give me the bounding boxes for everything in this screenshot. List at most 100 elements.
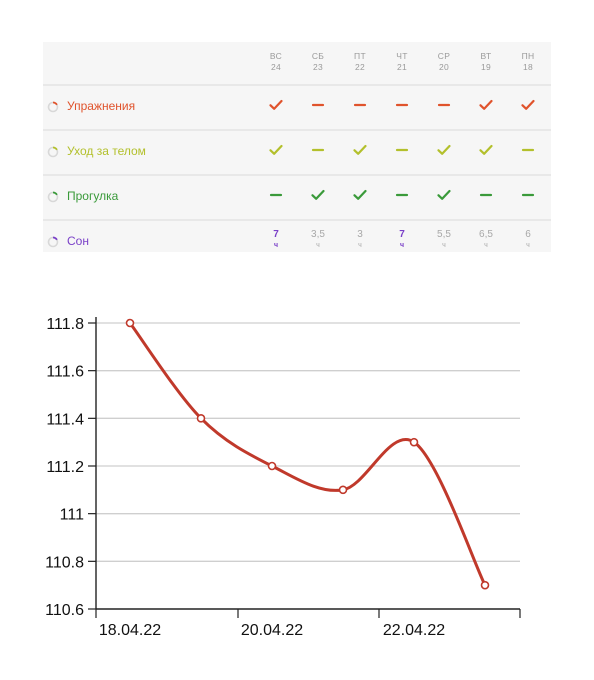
data-point <box>267 461 277 471</box>
habit-name: Упражнения <box>67 99 136 113</box>
y-tick-label: 111.6 <box>46 364 84 381</box>
sleep-hours-unit: ч <box>399 242 405 249</box>
day-of-week: ВС <box>269 51 283 61</box>
day-date: 19 <box>480 62 492 72</box>
dash-icon <box>269 193 283 197</box>
habit-day-cell[interactable] <box>256 144 296 164</box>
sleep-hours-unit: ч <box>526 242 530 249</box>
progress-ring-icon <box>47 191 59 203</box>
check-icon <box>269 99 283 110</box>
habit-day-cell[interactable] <box>382 99 422 119</box>
data-point <box>480 580 490 590</box>
row-divider <box>43 129 551 131</box>
habit-day-cell[interactable] <box>340 189 380 209</box>
habit-row-sleep[interactable]: Сон 7 ч 3,5 ч 3 ч 7 ч 5,5 ч 6,5 ч 6 ч <box>43 221 551 252</box>
day-column-header: СБ 23 <box>298 51 338 73</box>
habit-day-cell[interactable] <box>256 189 296 209</box>
x-tick-label: 18.04.22 <box>99 622 161 639</box>
day-date: 18 <box>522 62 534 72</box>
habit-day-cell[interactable] <box>256 99 296 119</box>
row-divider <box>43 174 551 176</box>
sleep-hours-unit: ч <box>358 242 362 249</box>
data-point <box>125 318 135 328</box>
day-date: 24 <box>270 62 282 72</box>
sleep-hours-value: 5,5 <box>437 229 451 240</box>
habit-day-cell[interactable] <box>340 144 380 164</box>
series-line <box>128 322 487 586</box>
sleep-hours-value: 3 <box>357 229 363 240</box>
y-tick-label: 111.2 <box>46 459 84 476</box>
y-tick-label: 111.8 <box>46 316 84 333</box>
habit-day-cell[interactable] <box>298 144 338 164</box>
progress-ring-icon <box>47 236 59 248</box>
check-icon <box>521 99 535 110</box>
progress-ring-icon <box>47 190 59 203</box>
habit-day-cell[interactable] <box>382 144 422 164</box>
check-icon <box>353 144 367 155</box>
day-of-week: СБ <box>311 51 325 61</box>
sleep-hours-value: 7 <box>399 229 405 240</box>
habit-day-cell[interactable] <box>298 99 338 119</box>
day-column-header: ПН 18 <box>508 51 548 73</box>
dash-icon <box>395 148 409 152</box>
data-point <box>409 437 419 447</box>
sleep-hours-value: 6 <box>525 229 531 240</box>
day-column-header: ПТ 22 <box>340 51 380 73</box>
sleep-hours-unit: ч <box>316 242 320 249</box>
day-of-week: ПТ <box>354 51 366 61</box>
habit-day-cell[interactable] <box>466 99 506 119</box>
habit-day-cell[interactable] <box>466 144 506 164</box>
sleep-hours-value: 7 <box>273 229 279 240</box>
dash-icon <box>395 103 409 107</box>
row-divider <box>43 219 551 221</box>
progress-ring-icon <box>47 100 59 113</box>
day-date: 23 <box>312 62 324 72</box>
dash-icon <box>311 148 325 152</box>
habit-day-cell[interactable] <box>298 189 338 209</box>
habit-row[interactable]: Прогулка <box>43 176 551 219</box>
y-tick-label: 110.6 <box>45 602 84 619</box>
habit-day-cell[interactable] <box>508 189 548 209</box>
weight-line-chart: 110.6 110.8 111 111.2 111.4 111.6 111.8 18.04.2… <box>45 316 521 639</box>
habit-row[interactable]: Упражнения <box>43 86 551 129</box>
day-of-week: ВТ <box>480 51 492 61</box>
check-icon <box>311 189 325 200</box>
habit-name: Сон <box>67 234 89 248</box>
habit-day-cell[interactable] <box>508 99 548 119</box>
check-icon <box>437 189 451 200</box>
dash-icon <box>479 193 493 197</box>
sleep-hours-cell[interactable]: 5,5 ч <box>424 229 464 250</box>
progress-ring-icon <box>47 235 59 248</box>
dash-icon <box>521 193 535 197</box>
habit-day-cell[interactable] <box>424 144 464 164</box>
y-tick-label: 111 <box>60 507 84 524</box>
check-icon <box>269 144 283 155</box>
habit-day-cell[interactable] <box>424 99 464 119</box>
dash-icon <box>311 103 325 107</box>
day-of-week: ЧТ <box>396 51 408 61</box>
day-date: 21 <box>396 62 408 72</box>
habit-day-cell[interactable] <box>508 144 548 164</box>
sleep-hours-unit: ч <box>273 242 279 249</box>
x-tick-label: 22.04.22 <box>383 622 445 639</box>
habit-day-cell[interactable] <box>382 189 422 209</box>
sleep-hours-cell[interactable]: 3,5 ч <box>298 229 338 250</box>
check-icon <box>437 144 451 155</box>
row-divider <box>43 84 551 86</box>
habit-day-cell[interactable] <box>340 99 380 119</box>
check-icon <box>479 99 493 110</box>
sleep-hours-unit: ч <box>484 242 488 249</box>
habit-name: Прогулка <box>67 189 119 203</box>
sleep-hours-cell[interactable]: 6,5 ч <box>466 229 506 250</box>
data-point <box>196 414 206 423</box>
habit-day-cell[interactable] <box>466 189 506 209</box>
habit-day-cell[interactable] <box>424 189 464 209</box>
habit-row[interactable]: Уход за телом <box>43 131 551 174</box>
dash-icon <box>437 103 451 107</box>
dash-icon <box>353 103 367 107</box>
progress-ring-icon <box>47 101 59 113</box>
